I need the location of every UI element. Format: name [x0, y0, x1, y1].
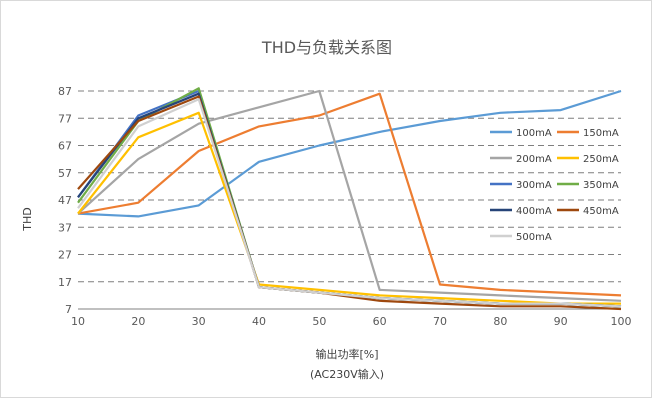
x-tick-label: 20: [131, 315, 145, 328]
y-tick-label: 27: [58, 249, 72, 262]
y-tick-label: 77: [58, 112, 72, 125]
series-line-150mA: [77, 92, 622, 297]
legend-label-250mA: 250mA: [583, 154, 619, 165]
x-tick-label: 100: [611, 315, 632, 328]
x-tick-label: 10: [71, 315, 85, 328]
legend-label-350mA: 350mA: [583, 180, 619, 191]
x-tick-labels: 10 20 30 40 50 60 70 80 90 100: [71, 315, 632, 328]
legend-label-450mA: 450mA: [583, 206, 619, 217]
series-line-450mA: [77, 95, 622, 311]
x-tick-label: 50: [312, 315, 326, 328]
x-tick-label: 70: [433, 315, 447, 328]
x-tick-label: 80: [493, 315, 507, 328]
y-axis-label: THD: [21, 207, 34, 231]
y-tick-labels: 7 17 27 37 47 57 67 77 87: [58, 85, 72, 316]
y-tick-label: 37: [58, 221, 72, 234]
series-line-350mA: [77, 87, 622, 308]
legend-label-500mA: 500mA: [516, 232, 552, 243]
x-tick-label: 90: [554, 315, 568, 328]
y-tick-label: 7: [65, 303, 72, 316]
y-tick-label: 17: [58, 276, 72, 289]
y-tick-label: 47: [58, 194, 72, 207]
legend-label-150mA: 150mA: [583, 128, 619, 139]
x-tick-label: 60: [373, 315, 387, 328]
series-lines: [77, 87, 622, 311]
legend-label-100mA: 100mA: [516, 128, 552, 139]
x-tick-label: 40: [252, 315, 266, 328]
grid-lines: [78, 90, 621, 310]
y-tick-label: 87: [58, 85, 72, 98]
series-line-100mA: [77, 89, 622, 218]
chart-title: THD与负载关系图: [261, 38, 392, 57]
series-line-300mA: [77, 89, 622, 308]
series-line-200mA: [77, 89, 622, 302]
x-axis-label: 输出功率[%]: [315, 347, 378, 361]
legend: 100mA 150mA 200mA 250mA 300mA 350mA 400mA 450mA…: [490, 128, 619, 243]
x-axis-sublabel: (AC230V输入): [310, 367, 384, 381]
series-line-250mA: [77, 111, 621, 305]
legend-label-200mA: 200mA: [516, 154, 552, 165]
y-tick-label: 57: [58, 167, 72, 180]
x-tick-label: 30: [192, 315, 206, 328]
legend-label-300mA: 300mA: [516, 180, 552, 191]
series-line-500mA: [77, 98, 622, 308]
y-tick-label: 67: [58, 140, 72, 153]
legend-label-400mA: 400mA: [516, 206, 552, 217]
